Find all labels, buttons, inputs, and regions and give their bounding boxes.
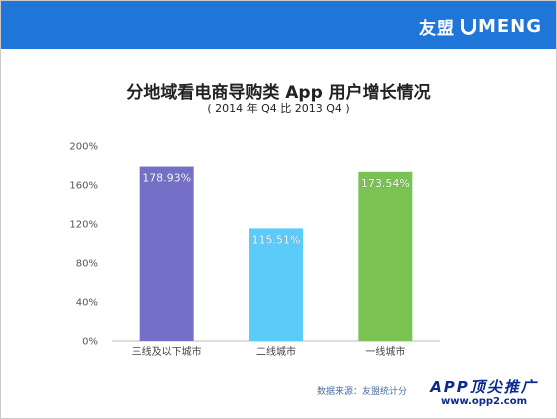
- chart-subtitle: ( 2014 年 Q4 比 2013 Q4 ): [207, 102, 350, 115]
- bar: [249, 228, 303, 341]
- brand-name-en: MENG: [460, 16, 542, 37]
- y-tick-label: 120%: [69, 220, 98, 231]
- bar-value-label: 178.93%: [142, 172, 191, 185]
- brand-name-cn: 友盟: [418, 19, 455, 39]
- watermark-url: www.opp2.com: [440, 396, 528, 407]
- chart-title: 分地域看电商导购类 App 用户增长情况: [126, 83, 431, 103]
- header-bar: 友盟 MENG: [1, 1, 556, 49]
- bar: [139, 166, 194, 341]
- category-label: 一线城市: [365, 345, 405, 358]
- y-tick-label: 0%: [82, 337, 98, 348]
- data-source-note: 数据来源：友盟统计分: [317, 387, 408, 397]
- umeng-u-icon: [460, 18, 476, 35]
- data-labels: 178.93% 115.51% 173.54%: [142, 171, 410, 246]
- y-tick-label: 80%: [76, 259, 98, 270]
- brand-name-en-text: MENG: [477, 16, 542, 37]
- category-label: 二线城市: [256, 345, 296, 358]
- bar-value-label: 173.54%: [361, 177, 410, 190]
- bar: [358, 171, 413, 341]
- y-tick-label: 200%: [69, 142, 98, 153]
- bars: [139, 166, 413, 341]
- y-tick-label: 160%: [69, 181, 98, 192]
- watermark-title: APP顶尖推广: [430, 378, 538, 396]
- y-tick-label: 40%: [76, 298, 98, 309]
- brand-logo: 友盟 MENG: [419, 14, 542, 39]
- watermark-logo: APP顶尖推广 www.opp2.com: [420, 378, 548, 414]
- y-axis: 0% 40% 80% 120% 160% 200%: [69, 142, 98, 348]
- category-labels: 三线及以下城市 二线城市 一线城市: [132, 345, 406, 358]
- category-label: 三线及以下城市: [132, 345, 202, 358]
- bar-value-label: 115.51%: [252, 233, 301, 246]
